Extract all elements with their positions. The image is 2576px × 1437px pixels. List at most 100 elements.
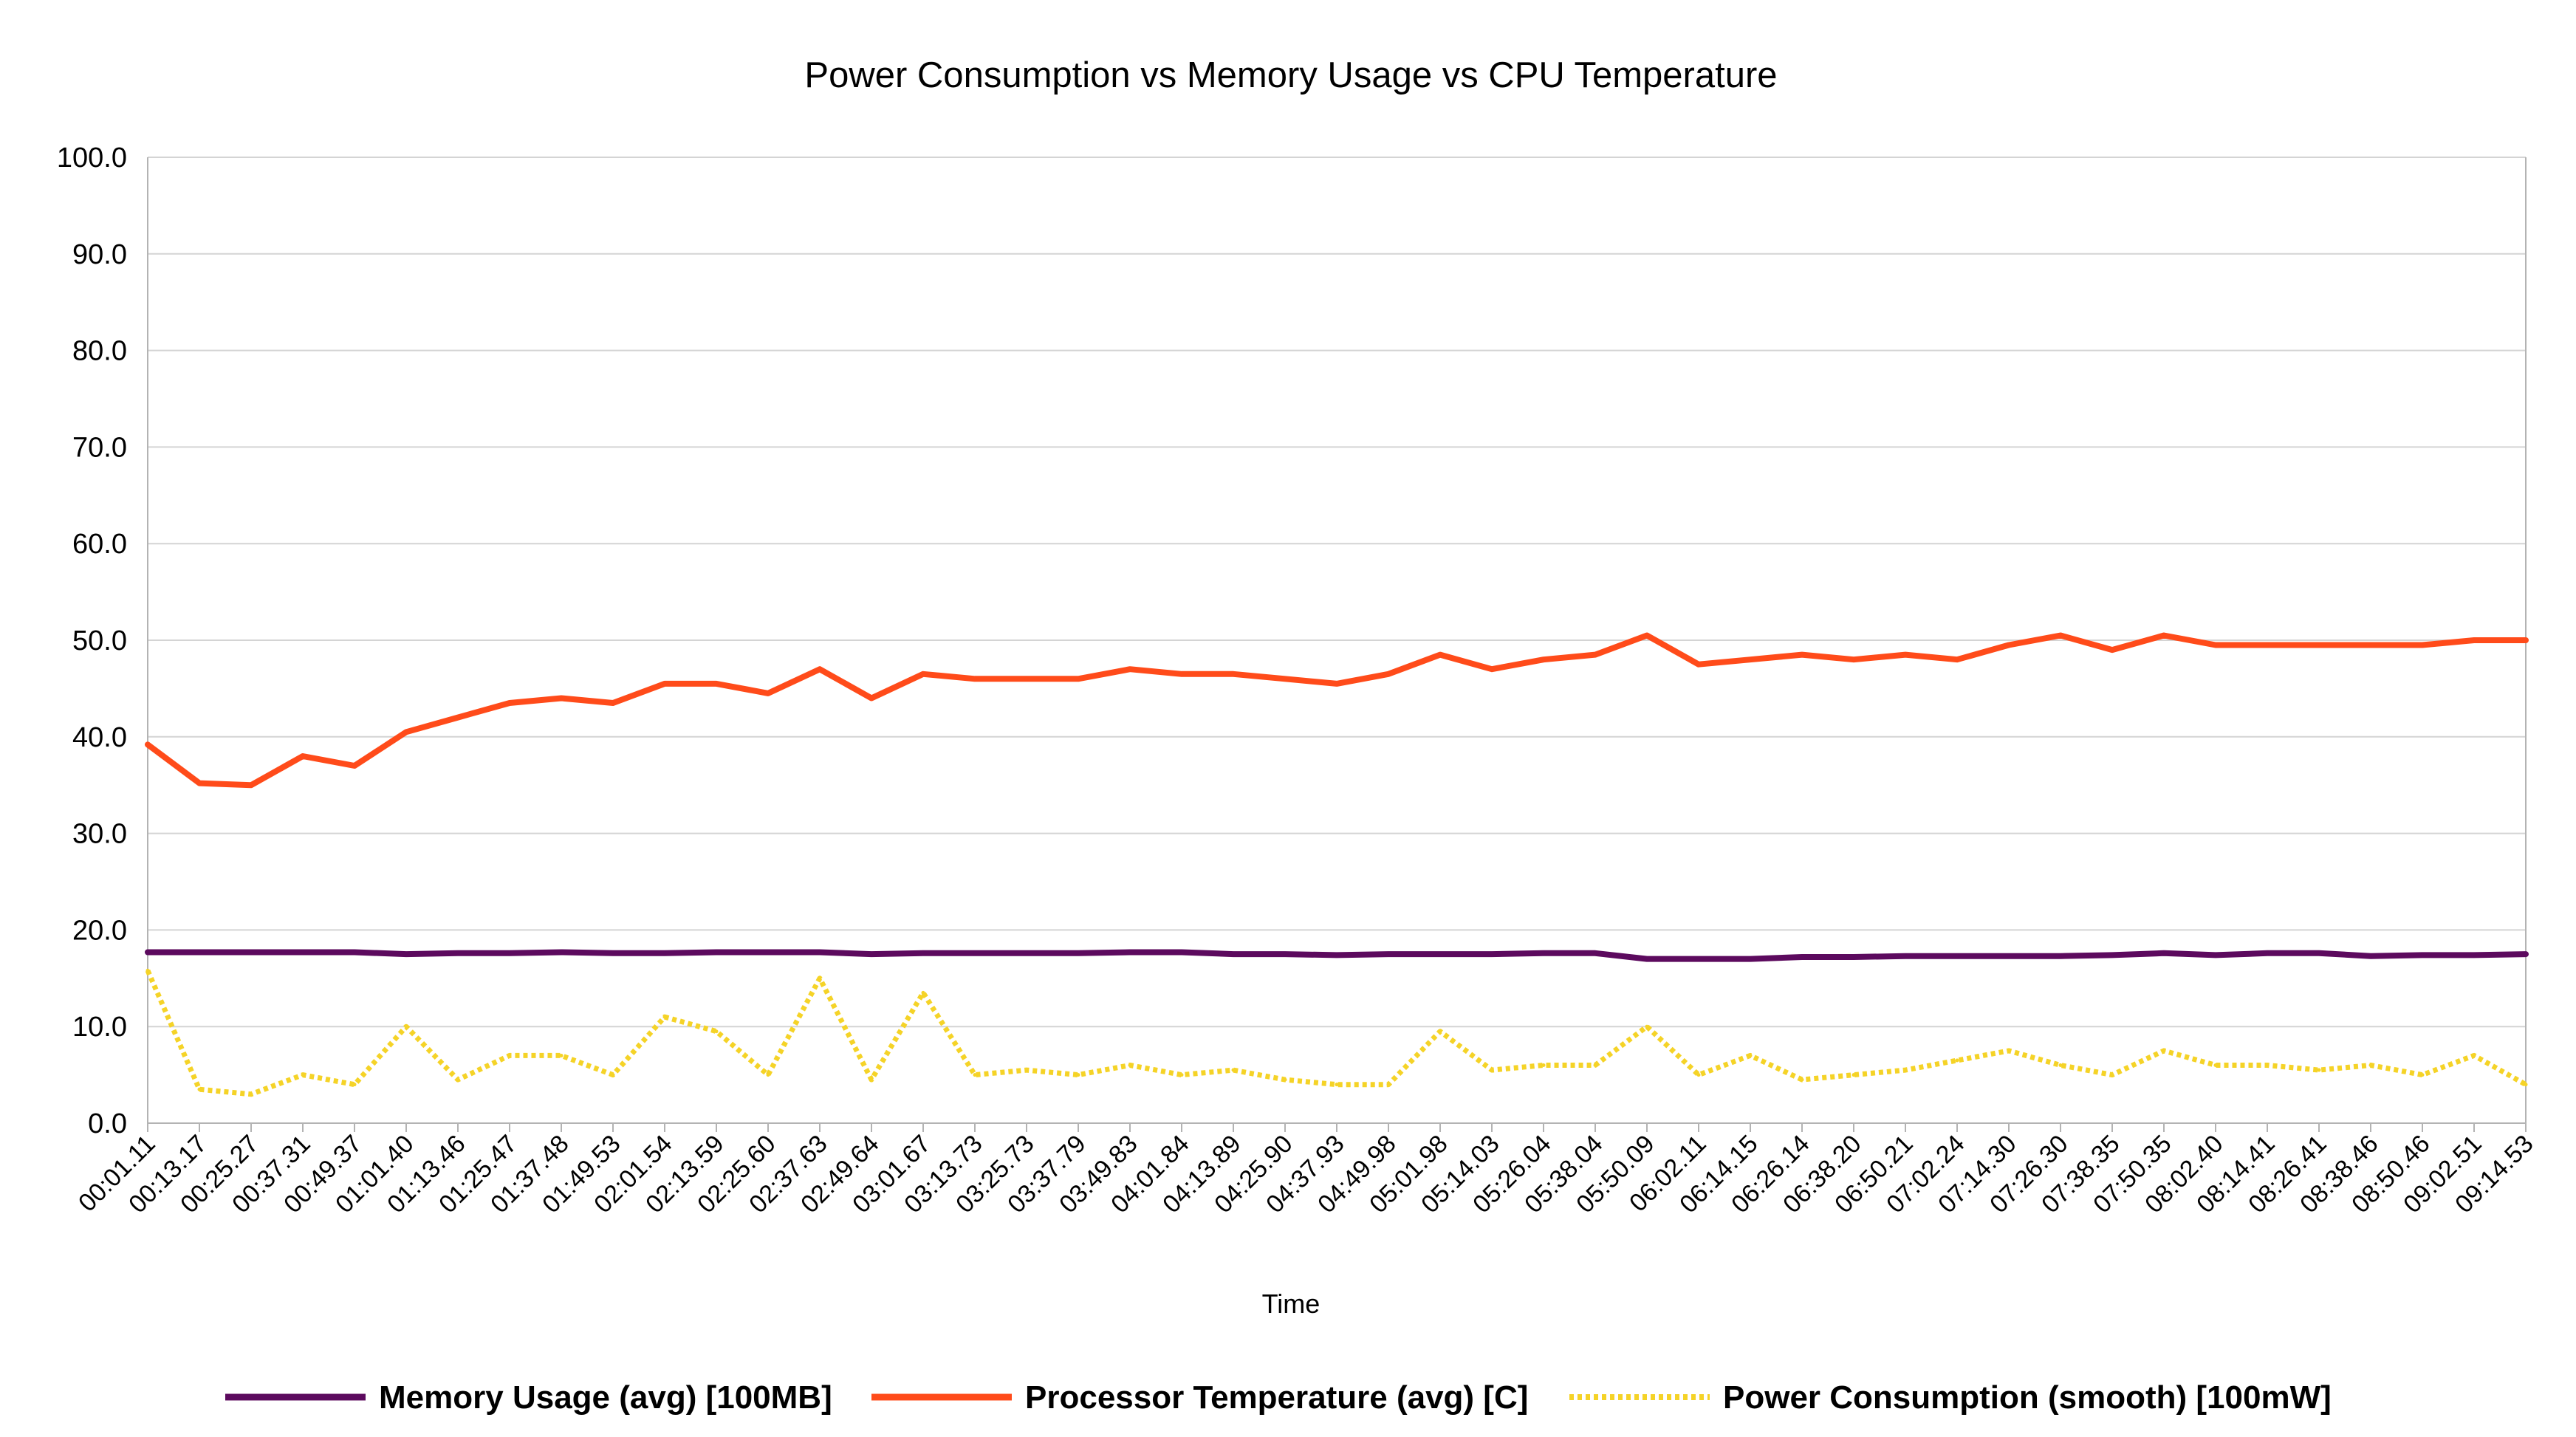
data-point bbox=[1335, 953, 1339, 957]
data-point bbox=[1386, 952, 1391, 956]
data-point bbox=[1852, 955, 1856, 959]
data-point bbox=[611, 701, 615, 705]
data-point bbox=[1645, 633, 1649, 637]
data-point bbox=[2524, 638, 2528, 642]
data-point bbox=[2317, 643, 2321, 648]
data-point bbox=[1852, 1073, 1856, 1077]
data-point bbox=[507, 951, 512, 956]
data-point bbox=[1800, 653, 1804, 657]
data-point bbox=[1283, 676, 1287, 681]
data-point bbox=[1903, 954, 1908, 958]
data-point bbox=[714, 682, 719, 686]
data-point bbox=[1335, 682, 1339, 686]
data-point bbox=[714, 1029, 719, 1034]
data-point bbox=[456, 716, 460, 720]
data-point bbox=[921, 990, 925, 995]
legend-label: Memory Usage (avg) [100MB] bbox=[379, 1379, 832, 1416]
grid-layer bbox=[147, 157, 2527, 1124]
data-point bbox=[1024, 1068, 1029, 1072]
data-point bbox=[249, 1092, 253, 1097]
data-point bbox=[766, 950, 770, 954]
data-point bbox=[1748, 1053, 1753, 1057]
data-point bbox=[973, 676, 977, 681]
data-point bbox=[2317, 1068, 2321, 1072]
data-point bbox=[507, 1053, 512, 1057]
data-point bbox=[869, 1077, 874, 1082]
data-point bbox=[1903, 653, 1908, 657]
data-point bbox=[1076, 951, 1080, 956]
data-point bbox=[1179, 1073, 1184, 1077]
data-point bbox=[1128, 950, 1132, 954]
data-point bbox=[1179, 950, 1184, 954]
data-point bbox=[145, 742, 150, 747]
data-point bbox=[1800, 1077, 1804, 1082]
data-point bbox=[404, 1024, 408, 1029]
data-point bbox=[2162, 1049, 2166, 1053]
data-point bbox=[1128, 667, 1132, 671]
data-point bbox=[611, 951, 615, 956]
series-layer bbox=[145, 632, 2529, 1097]
data-point bbox=[2110, 648, 2114, 652]
data-point bbox=[301, 1073, 305, 1077]
data-point bbox=[2317, 951, 2321, 956]
data-point bbox=[1955, 1058, 1959, 1063]
data-point bbox=[1386, 672, 1391, 676]
data-point bbox=[1955, 954, 1959, 958]
x-axis-label: Time bbox=[1262, 1289, 1320, 1319]
data-point bbox=[1645, 957, 1649, 961]
series-1 bbox=[145, 632, 2529, 789]
data-point bbox=[1231, 672, 1236, 676]
y-tick-label: 10.0 bbox=[72, 1012, 127, 1043]
data-point bbox=[1645, 1024, 1649, 1029]
data-point bbox=[1593, 653, 1597, 657]
chart-title: Power Consumption vs Memory Usage vs CPU… bbox=[804, 55, 1777, 95]
data-point bbox=[1231, 1068, 1236, 1072]
data-point bbox=[352, 950, 357, 954]
data-point bbox=[1593, 951, 1597, 956]
data-point bbox=[249, 950, 253, 954]
data-point bbox=[1593, 1063, 1597, 1068]
data-point bbox=[1386, 1083, 1391, 1087]
data-point bbox=[1852, 657, 1856, 662]
data-point bbox=[1076, 676, 1080, 681]
data-point bbox=[1955, 657, 1959, 662]
data-point bbox=[1903, 1068, 1908, 1072]
data-point bbox=[2524, 1083, 2528, 1087]
data-point bbox=[197, 950, 202, 954]
data-point bbox=[2007, 643, 2011, 648]
data-point bbox=[404, 952, 408, 956]
y-axis-ticks: 0.0 10.0 20.0 30.0 40.0 50.0 60.0 70.0 80.0 90.0 1… bbox=[57, 143, 127, 1139]
data-point bbox=[1541, 951, 1546, 956]
data-point bbox=[2213, 953, 2218, 957]
data-point bbox=[2368, 1063, 2373, 1068]
y-tick-label: 70.0 bbox=[72, 432, 127, 463]
data-point bbox=[1541, 657, 1546, 662]
data-point bbox=[1696, 957, 1701, 961]
data-point bbox=[2368, 954, 2373, 958]
data-point bbox=[2420, 953, 2425, 957]
data-point bbox=[1438, 1029, 1442, 1034]
data-point bbox=[2058, 633, 2063, 637]
data-point bbox=[2058, 1063, 2063, 1068]
series-0 bbox=[145, 949, 2529, 962]
data-point bbox=[921, 672, 925, 676]
data-point bbox=[973, 951, 977, 956]
data-point bbox=[1231, 952, 1236, 956]
legend-label: Processor Temperature (avg) [C] bbox=[1025, 1379, 1528, 1416]
data-point bbox=[766, 691, 770, 696]
data-point bbox=[1438, 653, 1442, 657]
legend: Memory Usage (avg) [100MB] Processor Temp… bbox=[225, 1379, 2332, 1416]
y-tick-label: 60.0 bbox=[72, 529, 127, 560]
data-point bbox=[869, 696, 874, 700]
data-point bbox=[1283, 1077, 1287, 1082]
x-axis-ticks: 00:01.1100:13.1700:25.2700:37.3100:49.37… bbox=[73, 1123, 2539, 1218]
data-point bbox=[2420, 1073, 2425, 1077]
data-point bbox=[869, 952, 874, 956]
data-point bbox=[145, 968, 150, 973]
data-point bbox=[2524, 952, 2528, 956]
data-point bbox=[301, 754, 305, 758]
data-point bbox=[2472, 638, 2476, 642]
data-point bbox=[1748, 957, 1753, 961]
data-point bbox=[559, 950, 564, 954]
